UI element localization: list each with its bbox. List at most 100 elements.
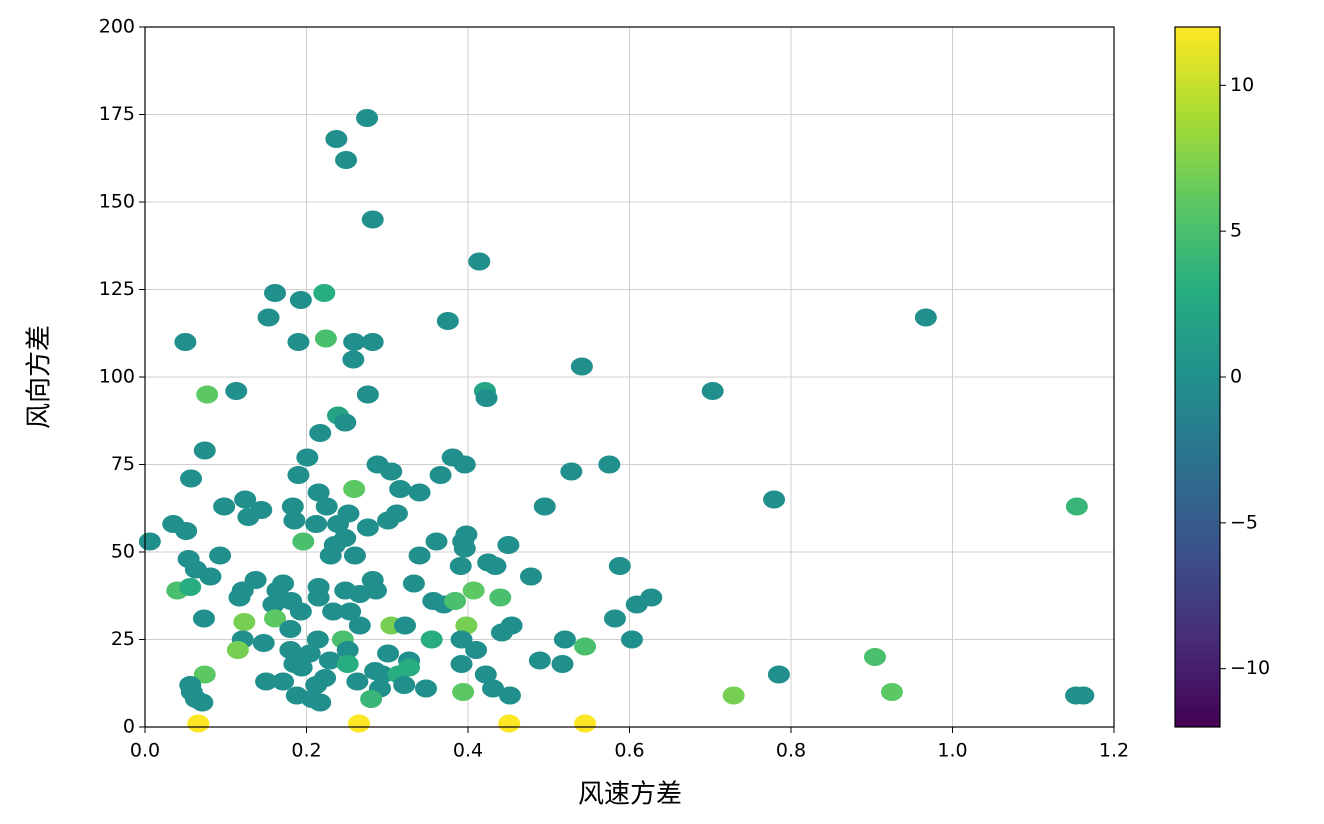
point [296, 448, 319, 467]
point [398, 658, 421, 677]
point [455, 616, 478, 635]
y-tick-label: 125 [99, 278, 135, 300]
point [196, 385, 219, 404]
colorbar-tick-label: 10 [1230, 74, 1254, 96]
point [701, 382, 724, 400]
point [640, 588, 663, 607]
point [356, 518, 379, 537]
point [389, 480, 412, 498]
point [415, 679, 438, 698]
point [298, 644, 321, 663]
point [603, 609, 626, 628]
y-tick-label: 175 [99, 103, 135, 125]
point [174, 333, 197, 351]
point [551, 655, 574, 673]
point [722, 686, 745, 705]
point [377, 644, 400, 663]
point [420, 630, 443, 649]
point [574, 714, 597, 733]
point [272, 672, 295, 691]
point [193, 441, 216, 460]
y-tick-label: 25 [111, 628, 135, 650]
point [356, 385, 379, 404]
point [234, 490, 257, 509]
point [335, 151, 358, 169]
point [334, 413, 357, 432]
point [452, 683, 475, 701]
point [264, 284, 287, 302]
point [444, 592, 467, 610]
point [450, 630, 473, 649]
y-axis-label: 风向方差 [25, 325, 55, 429]
point [262, 595, 285, 614]
point [348, 616, 371, 635]
point [191, 693, 214, 712]
point [620, 630, 643, 649]
point [519, 567, 542, 586]
point [336, 641, 359, 659]
point [264, 609, 287, 628]
point [306, 630, 329, 649]
point [314, 669, 337, 687]
point [281, 497, 304, 516]
point [237, 508, 260, 526]
point [209, 546, 232, 565]
x-tick-label: 0.0 [130, 740, 160, 762]
plot-frame [144, 26, 1115, 728]
point [436, 312, 459, 330]
point [608, 557, 631, 575]
x-tick-label: 0.2 [291, 740, 321, 762]
point [347, 714, 370, 733]
point [408, 483, 431, 502]
point [279, 620, 302, 638]
point [468, 252, 491, 271]
point [313, 284, 336, 302]
point [453, 539, 476, 558]
point [453, 455, 476, 474]
colorbar-tick-label: −10 [1230, 657, 1270, 679]
point [455, 525, 478, 544]
point [574, 637, 597, 656]
point [225, 382, 248, 400]
point [360, 690, 383, 708]
point [292, 532, 315, 551]
point [255, 672, 278, 691]
point [336, 655, 359, 673]
point [465, 641, 488, 659]
point [319, 546, 342, 565]
y-tick-label: 0 [123, 716, 135, 738]
point [500, 616, 523, 635]
point [498, 714, 521, 733]
point [408, 546, 431, 565]
point [326, 515, 349, 533]
point [342, 350, 365, 369]
point [560, 462, 583, 481]
point [314, 329, 337, 348]
colorbar-tick-label: 0 [1230, 366, 1242, 388]
point [289, 291, 312, 309]
point [252, 634, 275, 652]
point [553, 630, 576, 649]
point [880, 683, 903, 701]
y-tick-label: 50 [111, 541, 135, 563]
point [226, 641, 249, 659]
point [377, 511, 400, 530]
point [380, 462, 403, 481]
point [402, 574, 425, 593]
y-tick-label: 200 [99, 16, 135, 38]
point [287, 333, 310, 351]
point [179, 578, 202, 596]
point [283, 511, 306, 530]
y-tick-label: 150 [99, 191, 135, 213]
point [307, 588, 330, 607]
point [484, 557, 507, 575]
colorbar-tick-label: −5 [1230, 511, 1258, 533]
point [199, 567, 222, 586]
point [763, 490, 786, 509]
point [361, 333, 384, 351]
point [343, 546, 366, 565]
point [309, 693, 332, 712]
point [325, 130, 348, 148]
point [429, 466, 452, 484]
